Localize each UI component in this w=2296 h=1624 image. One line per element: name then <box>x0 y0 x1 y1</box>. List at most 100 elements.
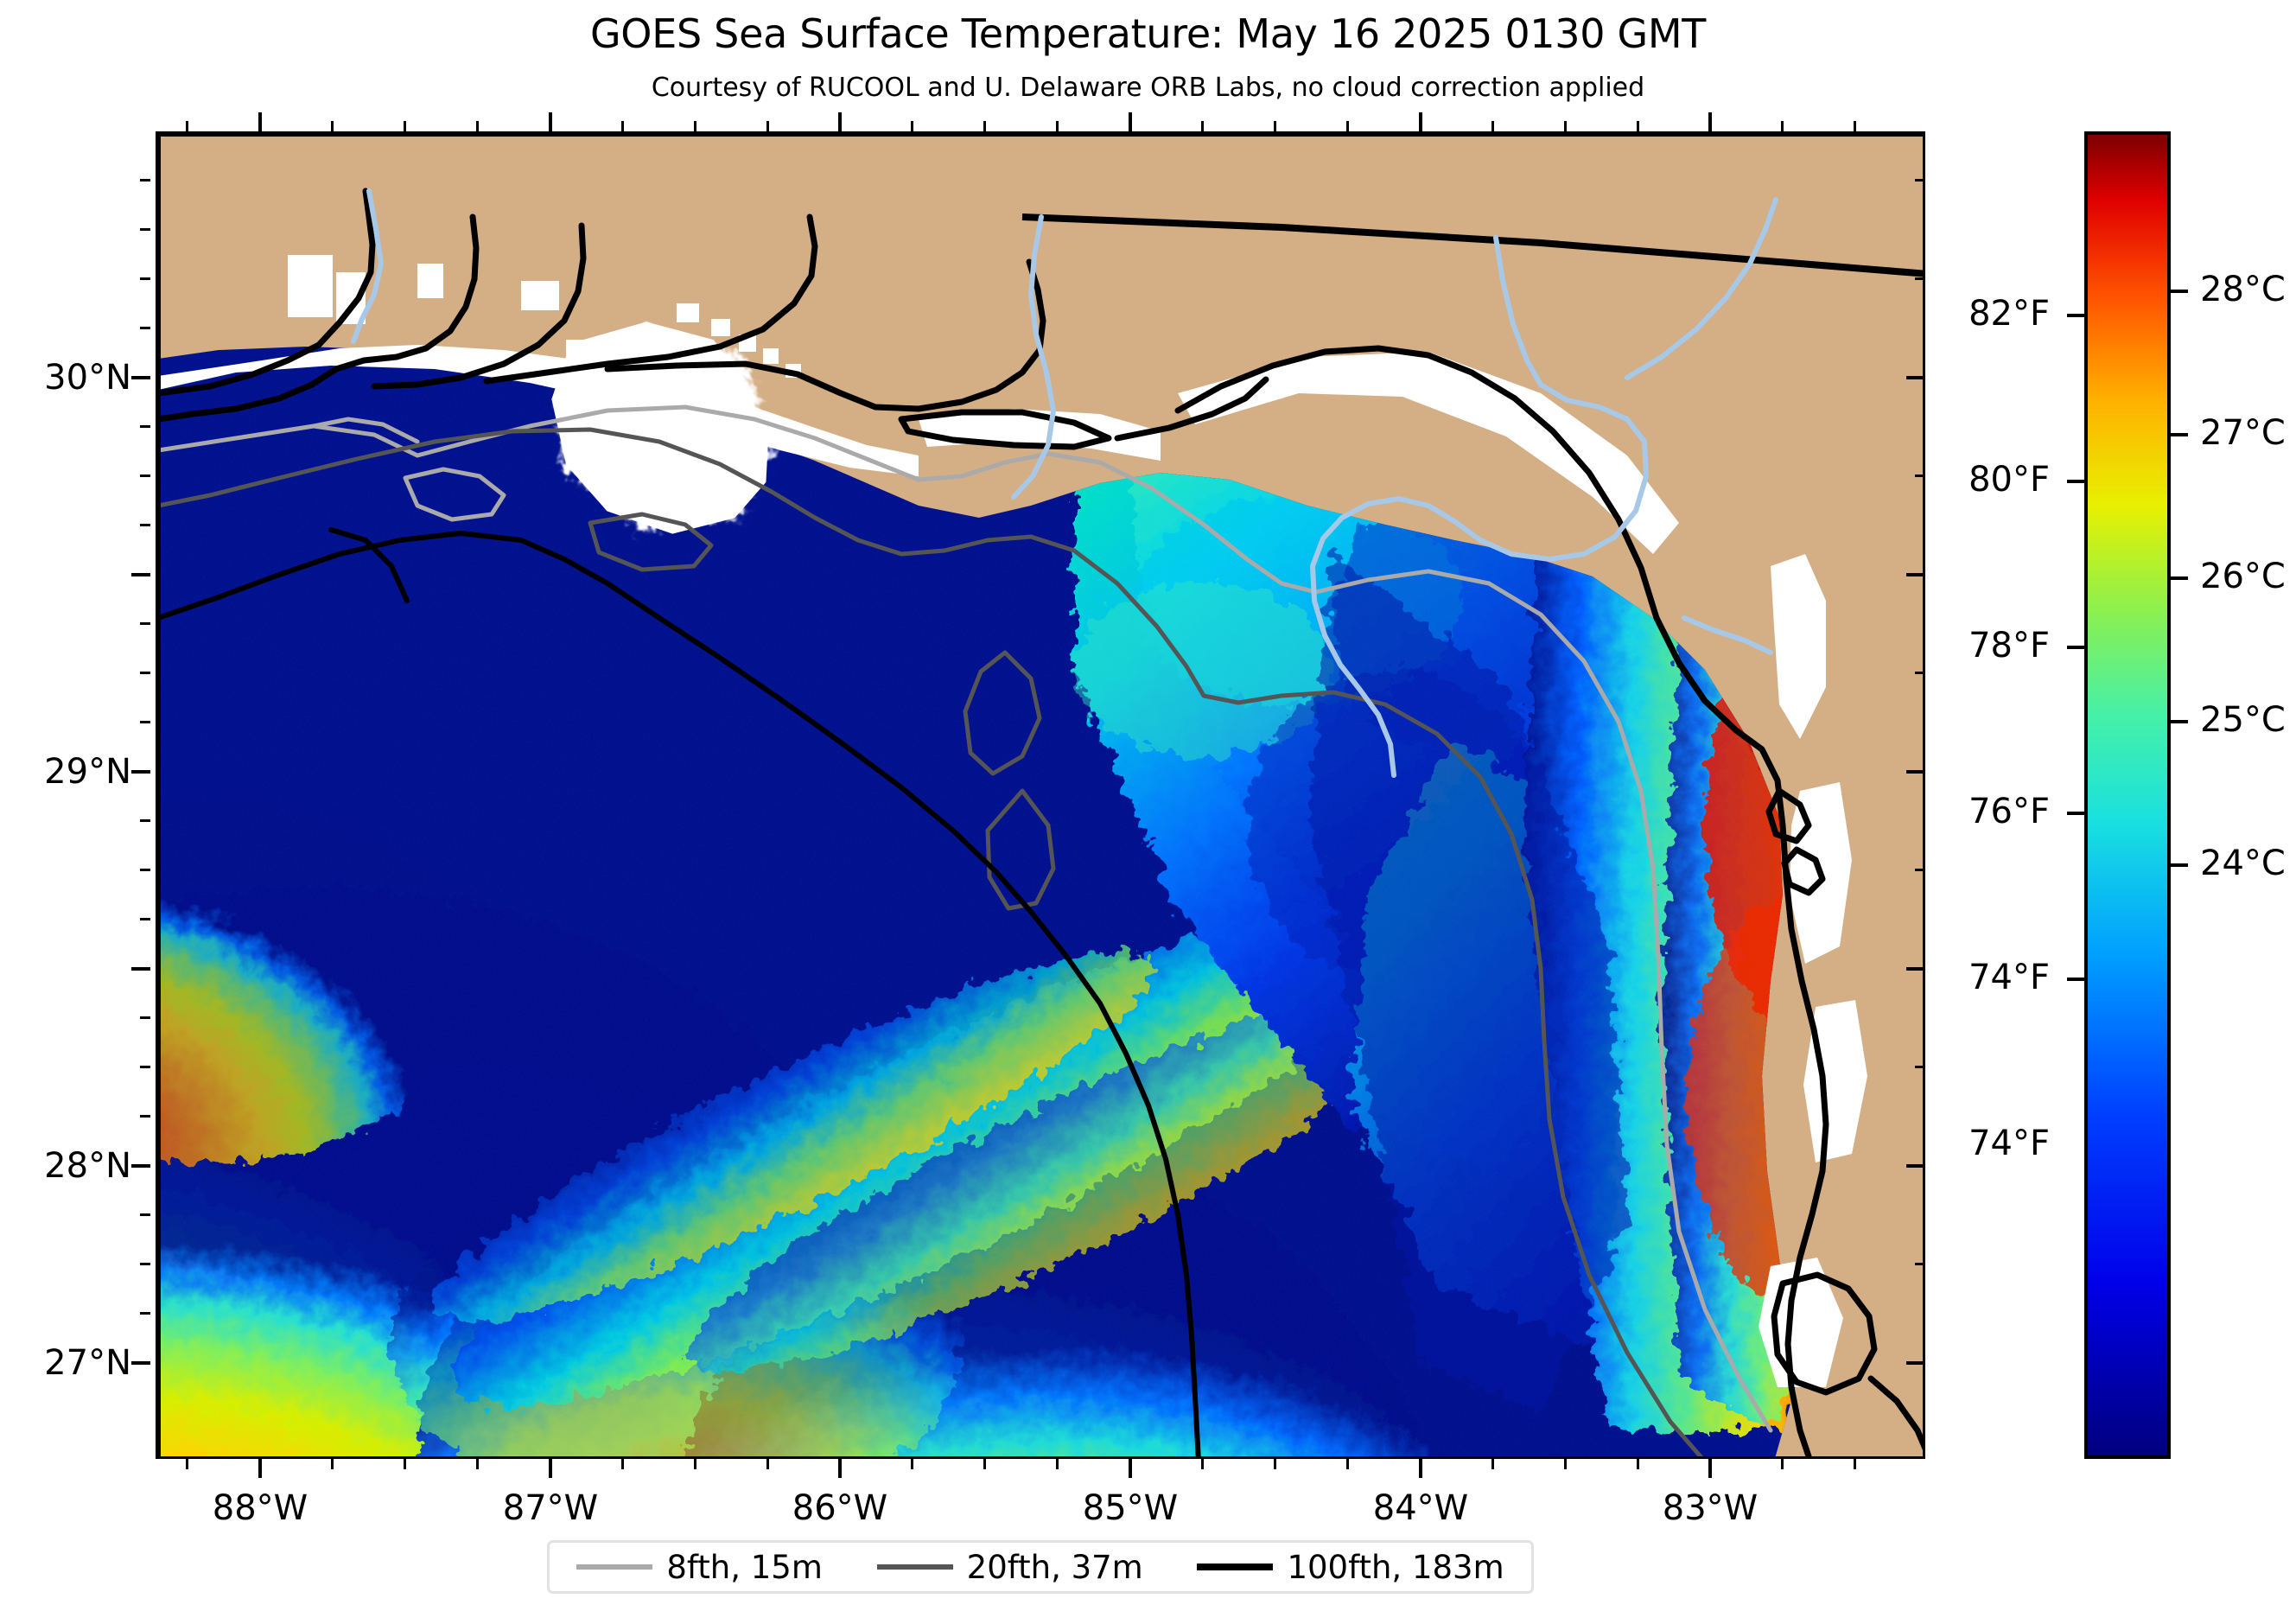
legend-label-20fth: 20fth, 37m <box>966 1548 1143 1586</box>
y-tick-minor <box>140 1115 150 1118</box>
x-tick-minor-top <box>1854 121 1856 131</box>
x-tick-minor <box>1346 1459 1349 1469</box>
legend-item-20fth[interactable]: 20fth, 37m <box>876 1548 1143 1586</box>
y-tick-minor <box>140 425 150 428</box>
x-tick-minor-top <box>766 121 769 131</box>
y-tick-minor <box>140 1016 150 1019</box>
sst-map-canvas <box>158 134 1923 1456</box>
f-tick-label: 76°F <box>1968 792 2050 831</box>
x-tick-minor <box>1056 1459 1059 1469</box>
x-tick-minor <box>1564 1459 1567 1469</box>
x-tick-minor <box>1274 1459 1276 1469</box>
y-tick-minor <box>140 1312 150 1315</box>
figure-subtitle: Courtesy of RUCOOL and U. Delaware ORB L… <box>651 73 1645 103</box>
f-tick <box>2067 812 2084 815</box>
y-tick-major-right <box>1906 967 1925 971</box>
f-tick <box>2067 646 2084 649</box>
x-tick-minor-top <box>1056 121 1059 131</box>
y-tick-label: 27°N <box>44 1343 131 1383</box>
colorbar-tick <box>2171 290 2188 293</box>
x-tick-major <box>1708 1459 1712 1478</box>
x-tick-minor-top <box>186 121 188 131</box>
cloud-mask <box>158 255 1867 1387</box>
y-tick-minor <box>140 179 150 182</box>
y-tick-minor <box>140 524 150 526</box>
f-tick-label: 82°F <box>1968 294 2050 334</box>
x-tick-minor <box>621 1459 624 1469</box>
f-tick <box>2067 978 2084 981</box>
y-tick-minor-right <box>1915 1263 1925 1265</box>
x-tick-label: 86°W <box>792 1488 888 1528</box>
state-border <box>1021 213 1923 277</box>
x-tick-major-top <box>838 112 842 131</box>
y-tick-minor <box>140 721 150 723</box>
x-tick-major <box>1419 1459 1422 1478</box>
x-tick-minor <box>404 1459 406 1469</box>
colorbar-tick-label: 28°C <box>2200 270 2286 309</box>
colorbar-gradient <box>2088 135 2167 1455</box>
y-tick-minor-right <box>1915 869 1925 871</box>
colorbar-tick <box>2171 863 2188 867</box>
x-tick-minor-top <box>476 121 479 131</box>
y-tick-major-right <box>1906 376 1925 379</box>
x-tick-major <box>258 1459 262 1478</box>
x-tick-minor <box>694 1459 696 1469</box>
y-tick-minor-right <box>1915 1066 1925 1068</box>
x-tick-minor-top <box>694 121 696 131</box>
x-tick-minor-top <box>1201 121 1204 131</box>
x-tick-major-top <box>258 112 262 131</box>
legend-item-100fth[interactable]: 100fth, 183m <box>1197 1549 1504 1586</box>
colorbar-tick-label: 25°C <box>2200 700 2286 740</box>
x-tick-minor-top <box>1491 121 1494 131</box>
colorbar-tick <box>2171 576 2188 580</box>
y-tick-label: 30°N <box>44 358 131 398</box>
x-tick-minor-top <box>911 121 913 131</box>
y-tick-minor <box>140 228 150 231</box>
x-tick-minor <box>1637 1459 1639 1469</box>
x-tick-major-top <box>1708 112 1712 131</box>
y-tick-major-right <box>1906 770 1925 774</box>
x-tick-minor-top <box>621 121 624 131</box>
legend-label-100fth: 100fth, 183m <box>1287 1548 1504 1586</box>
x-tick-major-top <box>1419 112 1422 131</box>
y-tick-minor <box>140 918 150 920</box>
colorbar-tick-label: 26°C <box>2200 557 2286 596</box>
y-tick-major <box>131 376 150 379</box>
y-tick-minor <box>140 672 150 674</box>
x-tick-minor-top <box>331 121 334 131</box>
y-tick-major-right <box>1906 573 1925 576</box>
sst-map-plot-area[interactable] <box>156 131 1925 1459</box>
x-tick-major <box>838 1459 842 1478</box>
y-tick-minor <box>140 277 150 280</box>
x-tick-minor <box>1854 1459 1856 1469</box>
x-tick-major-top <box>549 112 552 131</box>
legend-item-8fth[interactable]: 8fth, 15m <box>576 1549 823 1586</box>
f-tick-label: 74°F <box>1968 1124 2050 1163</box>
bathymetry-legend: 8fth, 15m 20fth, 37m 100fth, 183m <box>547 1540 1534 1594</box>
x-tick-minor <box>331 1459 334 1469</box>
x-tick-minor-top <box>1346 121 1349 131</box>
rivers <box>351 188 1778 778</box>
x-tick-minor-top <box>1781 121 1784 131</box>
colorbar-tick-label: 27°C <box>2200 413 2286 453</box>
y-tick-minor <box>140 1066 150 1068</box>
y-tick-minor-right <box>1915 672 1925 674</box>
x-tick-minor <box>186 1459 188 1469</box>
x-tick-label: 85°W <box>1082 1488 1179 1528</box>
figure-title: GOES Sea Surface Temperature: May 16 202… <box>589 10 1707 57</box>
contour-8fth-15m <box>158 404 1773 1433</box>
contour-20fth-37m <box>158 427 1704 1456</box>
x-tick-major <box>549 1459 552 1478</box>
x-tick-minor-top <box>404 121 406 131</box>
y-tick-minor-right <box>1915 179 1925 182</box>
x-tick-label: 84°W <box>1372 1488 1469 1528</box>
colorbar[interactable] <box>2084 131 2171 1459</box>
x-tick-minor-top <box>1637 121 1639 131</box>
y-tick-minor <box>140 1263 150 1265</box>
y-tick-major <box>131 1361 150 1365</box>
y-tick-minor-right <box>1915 277 1925 280</box>
legend-line-8fth-icon <box>576 1564 653 1570</box>
y-tick-major <box>131 967 150 971</box>
f-tick <box>2067 480 2084 483</box>
